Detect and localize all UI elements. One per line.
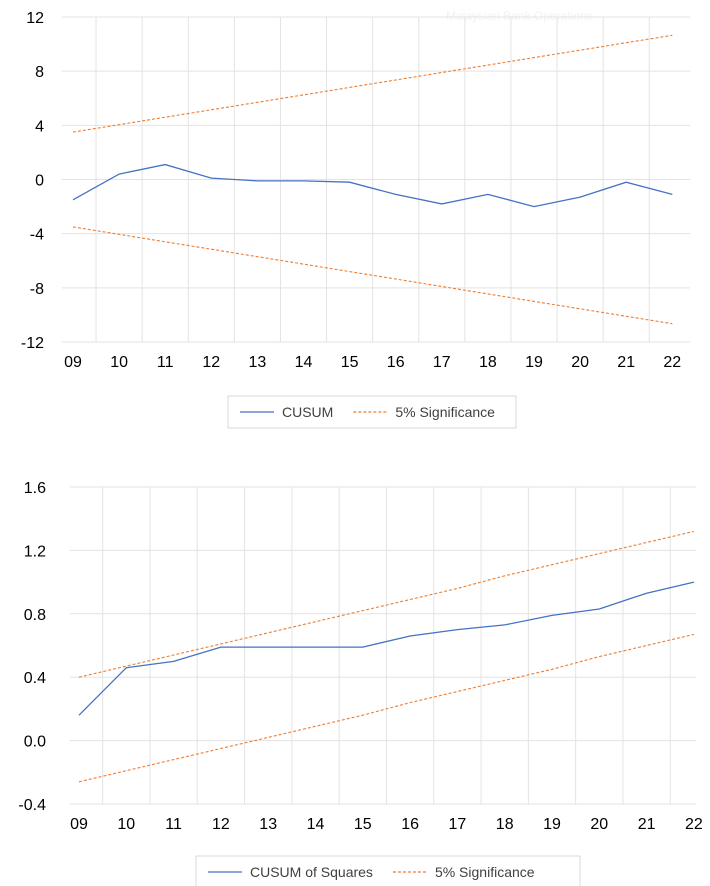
legend-label: 5% Significance <box>435 864 535 880</box>
x-tick-label: 16 <box>387 354 405 371</box>
y-tick-label: 1.6 <box>24 480 46 497</box>
y-tick-label: 8 <box>35 64 44 81</box>
legend: CUSUM of Squares 5% Significance <box>195 855 581 886</box>
x-tick-label: 21 <box>617 354 635 371</box>
x-tick-label: 19 <box>543 816 561 833</box>
x-tick-label: 11 <box>157 354 174 371</box>
series-line-cusumsq <box>78 581 695 716</box>
x-tick-label: 22 <box>685 816 703 833</box>
series-line-cusum <box>72 163 673 208</box>
legend-box <box>195 855 581 886</box>
x-tick-label: 17 <box>433 354 451 371</box>
y-tick-label: 1.2 <box>24 543 46 560</box>
x-tick-label: 09 <box>64 354 82 371</box>
y-tick-label: 4 <box>35 118 44 135</box>
x-tick-label: 15 <box>354 816 372 833</box>
x-tick-label: 17 <box>449 816 467 833</box>
x-tick-label: 18 <box>496 816 514 833</box>
y-tick-label: 0.8 <box>24 607 46 624</box>
y-tick-label: -0.4 <box>18 797 46 814</box>
y-tick-label: 0 <box>35 173 44 190</box>
x-tick-label: 16 <box>401 816 419 833</box>
legend-label: 5% Significance <box>395 404 495 420</box>
x-tick-label: 19 <box>525 354 543 371</box>
y-tick-label: -4 <box>30 227 44 244</box>
y-tick-label: 0.4 <box>24 670 46 687</box>
x-tick-label: 09 <box>70 816 88 833</box>
y-tick-label: 0.0 <box>24 734 46 751</box>
significance-bound-line-1 <box>78 530 695 678</box>
watermark-text: Malaysian Bank Operations <box>446 9 593 23</box>
x-tick-label: 13 <box>249 354 267 371</box>
x-tick-label: 12 <box>212 816 230 833</box>
legend: CUSUM 5% Significance <box>227 395 517 429</box>
x-tick-label: 20 <box>571 354 589 371</box>
x-tick-label: 22 <box>663 354 681 371</box>
cusum-of-squares-chart: 1.6 1.2 0.8 0.4 0.0 -0.4 09 10 11 12 13 14 15 16 17 18 1… <box>18 480 703 886</box>
y-tick-label: 12 <box>26 10 44 27</box>
x-tick-label: 18 <box>479 354 497 371</box>
significance-bound-line-2 <box>72 226 673 325</box>
y-tick-label: -8 <box>30 281 44 298</box>
legend-label: CUSUM of Squares <box>250 864 373 880</box>
x-tick-label: 15 <box>341 354 359 371</box>
x-tick-label: 10 <box>117 816 135 833</box>
x-tick-label: 10 <box>110 354 128 371</box>
legend-box <box>227 395 517 429</box>
x-tick-label: 11 <box>165 816 182 833</box>
significance-bound-line-1 <box>72 34 673 133</box>
x-tick-label: 13 <box>259 816 277 833</box>
x-tick-label: 14 <box>295 354 313 371</box>
legend-label: CUSUM <box>282 404 333 420</box>
x-tick-label: 20 <box>590 816 608 833</box>
x-tick-label: 14 <box>307 816 325 833</box>
x-tick-label: 21 <box>638 816 656 833</box>
significance-bound-line-2 <box>78 633 695 783</box>
cusum-chart: 12 8 4 0 -4 -8 -12 09 10 11 12 13 14 15 16 17 18 19 20 21 22… <box>21 10 690 429</box>
x-tick-label: 12 <box>202 354 220 371</box>
y-tick-label: -12 <box>21 335 44 352</box>
